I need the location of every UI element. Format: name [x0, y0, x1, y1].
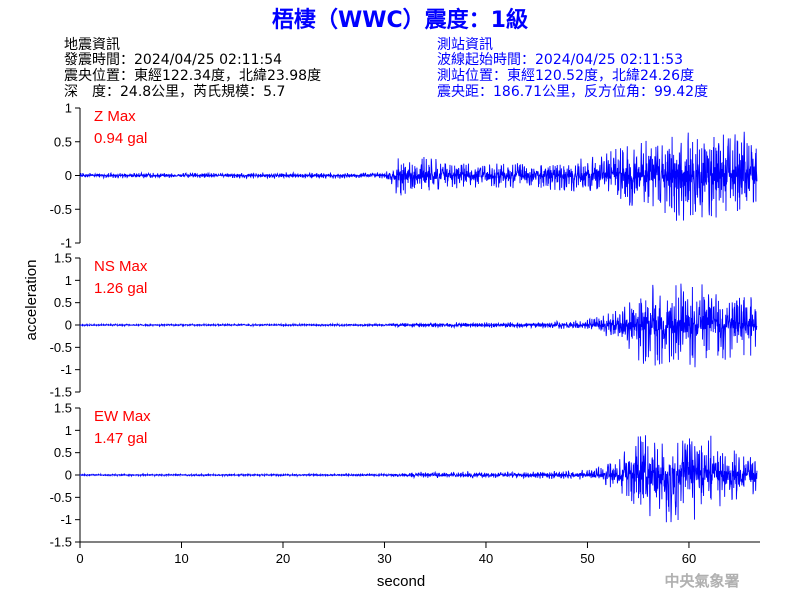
x-tick-label: 60: [682, 551, 696, 566]
quake-info-label: 地震資訊: [64, 37, 120, 53]
quake-info-block: 地震資訊 發震時間：2024/04/25 02:11:54 震央位置：東經122…: [64, 37, 321, 100]
page-title: 梧棲（WWC）震度：1級: [272, 7, 528, 33]
station-info-block: 測站資訊 波線起始時間：2024/04/25 02:11:53 測站位置：東經1…: [437, 37, 708, 100]
x-tick-label: 10: [174, 551, 188, 566]
x-axis-label: second: [377, 573, 425, 590]
y-tick-label: 0: [65, 168, 72, 183]
y-tick-label: -1: [60, 236, 72, 251]
y-tick-label: 0.5: [54, 295, 72, 310]
x-tick-label: 40: [479, 551, 493, 566]
y-tick-label: 1: [65, 423, 72, 438]
y-tick-label: 1.5: [54, 401, 72, 416]
peak-value-ew: 1.47 gal: [94, 430, 147, 447]
quake-depth-magnitude: 深 度：24.8公里，芮氏規模：5.7: [64, 83, 285, 100]
peak-value-ns: 1.26 gal: [94, 280, 147, 297]
x-tick-label: 50: [580, 551, 594, 566]
y-tick-label: -1: [60, 362, 72, 377]
panel-ew: 1.5 1 0.5 0 -0.5 -1 -1.5 EW Max 1.47 gal: [50, 401, 758, 550]
y-tick-label: 0.5: [54, 134, 72, 149]
x-tick-label: 20: [276, 551, 290, 566]
epicentral-distance: 震央距：186.71公里，反方位角：99.42度: [437, 84, 708, 100]
y-tick-label: 0.5: [54, 445, 72, 460]
panels-group: 1 0.5 0 -0.5 -1 Z Max 0.94 gal 1.5 1 0.5 0 -0.5 -1 -1…: [50, 101, 760, 566]
peak-label-ns: NS Max: [94, 258, 148, 275]
trace-ew: [79, 435, 758, 523]
agency-watermark: 中央氣象署: [664, 572, 739, 590]
trace-ns: [79, 283, 758, 368]
trace-z: [79, 131, 758, 221]
y-tick-label: -1: [60, 512, 72, 527]
y-tick-label: 0: [65, 318, 72, 333]
y-tick-label: 1: [65, 273, 72, 288]
peak-value-z: 0.94 gal: [94, 130, 147, 147]
peak-label-z: Z Max: [94, 108, 136, 125]
x-tick-label: 0: [76, 551, 83, 566]
x-axis: 0 10 20 30 40 50 60: [76, 541, 760, 566]
station-location: 測站位置：東經120.52度，北緯24.26度: [437, 68, 694, 84]
y-tick-label: 1: [65, 101, 72, 116]
y-tick-label: -0.5: [50, 202, 72, 217]
peak-label-ew: EW Max: [94, 408, 151, 425]
y-axis-label: acceleration: [23, 260, 40, 341]
y-tick-label: 0: [65, 468, 72, 483]
panel-ns: 1.5 1 0.5 0 -0.5 -1 -1.5 NS Max 1.26 gal: [50, 251, 758, 400]
station-info-label: 測站資訊: [437, 37, 493, 53]
y-tick-label: -1.5: [50, 385, 72, 400]
quake-time: 發震時間：2024/04/25 02:11:54: [64, 52, 282, 68]
y-tick-label: -0.5: [50, 490, 72, 505]
x-tick-label: 30: [377, 551, 391, 566]
y-tick-label: 1.5: [54, 251, 72, 266]
panel-z: 1 0.5 0 -0.5 -1 Z Max 0.94 gal: [50, 101, 758, 251]
quake-location: 震央位置：東經122.34度，北緯23.98度: [64, 68, 321, 84]
wave-start-time: 波線起始時間：2024/04/25 02:11:53: [437, 52, 683, 68]
y-tick-label: -1.5: [50, 535, 72, 550]
y-tick-label: -0.5: [50, 340, 72, 355]
